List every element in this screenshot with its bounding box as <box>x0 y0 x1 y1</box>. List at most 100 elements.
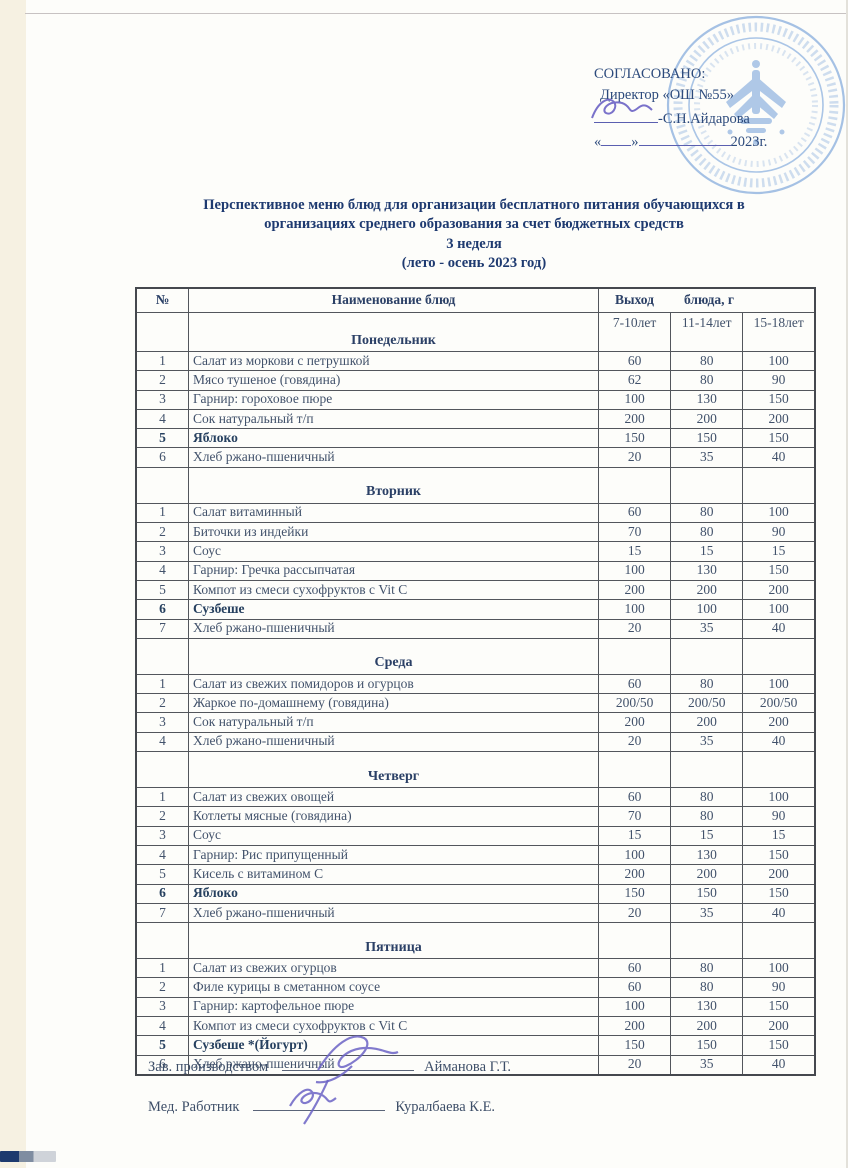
item-number: 4 <box>135 560 189 581</box>
portion-value: 35 <box>670 1054 744 1076</box>
item-number: 4 <box>135 1016 189 1037</box>
dish-name: Салат из свежих овощей <box>188 787 599 808</box>
dish-name: Филе курицы в сметанном соусе <box>188 977 599 998</box>
empty-cell <box>135 637 189 675</box>
empty-cell <box>135 922 189 960</box>
menu-item-row: 3 Гарнир: гороховое пюре 100 130 150 <box>135 389 816 410</box>
empty-cell <box>597 922 672 960</box>
portion-value: 200 <box>597 712 672 733</box>
menu-item-row: 6 Хлеб ржано-пшеничный 20 35 40 <box>135 447 816 468</box>
portion-value: 100 <box>742 350 816 372</box>
approval-signature-line: -С.Н.Айдарова <box>591 98 767 130</box>
portion-value: 150 <box>742 1035 816 1056</box>
day-header-row: Четверг <box>135 751 816 789</box>
menu-item-row: 7 Хлеб ржано-пшеничный 20 35 40 <box>135 902 816 924</box>
item-number: 4 <box>135 731 189 753</box>
empty-cell <box>597 751 672 789</box>
bottom-signatures: Зав. производством Айманова Г.Т. Мед. Раб… <box>148 1035 511 1125</box>
scan-edge-right <box>846 0 848 1168</box>
portion-value: 150 <box>597 883 672 904</box>
empty-cell <box>670 922 744 960</box>
approval-year: 2023г. <box>730 134 768 151</box>
age-group-header: 7-10лет <box>597 312 672 352</box>
portion-value: 200 <box>597 408 672 430</box>
day-header: Вторник <box>188 466 599 504</box>
day-header: Пятница <box>188 922 599 960</box>
menu-item-row: 5 Сузбеше *(Йогурт) 150 150 150 <box>135 1035 816 1056</box>
portion-value: 150 <box>742 389 816 410</box>
dish-name: Соус <box>188 541 599 562</box>
menu-item-row: 1 Салат из свежих помидоров и огурцов 60 80… <box>135 673 816 695</box>
item-number: 2 <box>135 522 189 543</box>
age-group-header: 15-18лет <box>742 312 816 352</box>
col-header-num: № <box>135 287 189 313</box>
portion-value: 150 <box>597 428 672 449</box>
dish-name: Салат из моркови с петрушкой <box>188 350 599 372</box>
menu-item-row: 5 Яблоко 150 150 150 <box>135 428 816 449</box>
portion-value: 62 <box>597 370 672 391</box>
menu-table-body: № Наименование блюд Выход блюда, г Понедельн… <box>135 287 816 1076</box>
portion-value: 200 <box>742 1016 816 1037</box>
menu-item-row: 6 Хлеб ржано-пшеничный 20 35 40 <box>135 1054 816 1076</box>
dish-name: Гарнир: Гречка рассыпчатая <box>188 560 599 581</box>
item-number: 1 <box>135 787 189 808</box>
portion-value: 150 <box>597 1035 672 1056</box>
portion-value: 80 <box>670 673 744 695</box>
title-line-1: Перспективное меню блюд для организации … <box>203 197 745 213</box>
dish-name: Сузбеше *(Йогурт) <box>188 1035 599 1056</box>
portion-value: 80 <box>670 787 744 808</box>
empty-cell <box>742 751 816 789</box>
empty-cell <box>135 312 189 352</box>
portion-value: 70 <box>597 806 672 827</box>
quote-close: » <box>631 134 639 151</box>
portion-value: 100 <box>670 599 744 620</box>
dish-name: Котлеты мясные (говядина) <box>188 806 599 827</box>
portion-value: 60 <box>597 350 672 372</box>
portion-value: 200 <box>670 579 744 601</box>
item-number: 3 <box>135 825 189 846</box>
menu-item-row: 2 Мясо тушеное (говядина) 62 80 90 <box>135 370 816 391</box>
portion-value: 35 <box>670 618 744 639</box>
empty-cell <box>670 466 744 504</box>
portion-value: 200 <box>742 712 816 733</box>
menu-item-row: 4 Гарнир: Гречка рассыпчатая 100 130 150 <box>135 560 816 581</box>
portion-value: 150 <box>742 996 816 1018</box>
portion-value: 100 <box>742 958 816 979</box>
dish-name: Яблоко <box>188 883 599 904</box>
title-line-4: (лето - осень 2023 год) <box>401 255 547 272</box>
menu-item-row: 4 Компот из смеси сухофруктов с Vit C 200 2… <box>135 1016 816 1037</box>
medical-worker-signature-line <box>253 1082 386 1111</box>
production-manager-label: Зав. производством <box>148 1059 269 1075</box>
dish-name: Сок натуральный т/п <box>188 408 599 430</box>
portion-value: 15 <box>597 541 672 562</box>
portion-value: 200 <box>597 1016 672 1037</box>
portion-value: 200/50 <box>742 693 816 714</box>
item-number: 6 <box>135 883 189 904</box>
medical-worker-label: Мед. Работник <box>148 1099 240 1115</box>
portion-value: 80 <box>670 522 744 543</box>
title-line-3: 3 неделя <box>446 235 502 252</box>
day-header-row: Вторник <box>135 466 816 504</box>
portion-value: 35 <box>670 447 744 468</box>
menu-item-row: 2 Биточки из индейки 70 80 90 <box>135 522 816 543</box>
dish-name: Гарнир: картофельное пюре <box>188 996 599 1018</box>
director-name: -С.Н.Айдарова <box>658 111 750 128</box>
portion-value: 20 <box>597 618 672 639</box>
production-manager-signature-icon <box>315 1035 399 1084</box>
menu-item-row: 2 Котлеты мясные (говядина) 70 80 90 <box>135 806 816 827</box>
item-number: 2 <box>135 977 189 998</box>
portion-value: 80 <box>670 806 744 827</box>
portion-value: 70 <box>597 522 672 543</box>
portion-value: 200 <box>742 408 816 430</box>
portion-value: 130 <box>670 844 744 866</box>
portion-value: 100 <box>597 599 672 620</box>
item-number: 5 <box>135 428 189 449</box>
portion-value: 200 <box>597 579 672 601</box>
official-round-stamp-icon <box>666 15 846 195</box>
menu-table: № Наименование блюд Выход блюда, г Понедельн… <box>135 287 816 1076</box>
menu-item-row: 3 Гарнир: картофельное пюре 100 130 150 <box>135 996 816 1018</box>
item-number: 3 <box>135 389 189 410</box>
portion-value: 60 <box>597 958 672 979</box>
director-signature-icon <box>591 98 653 119</box>
portion-value: 20 <box>597 731 672 753</box>
